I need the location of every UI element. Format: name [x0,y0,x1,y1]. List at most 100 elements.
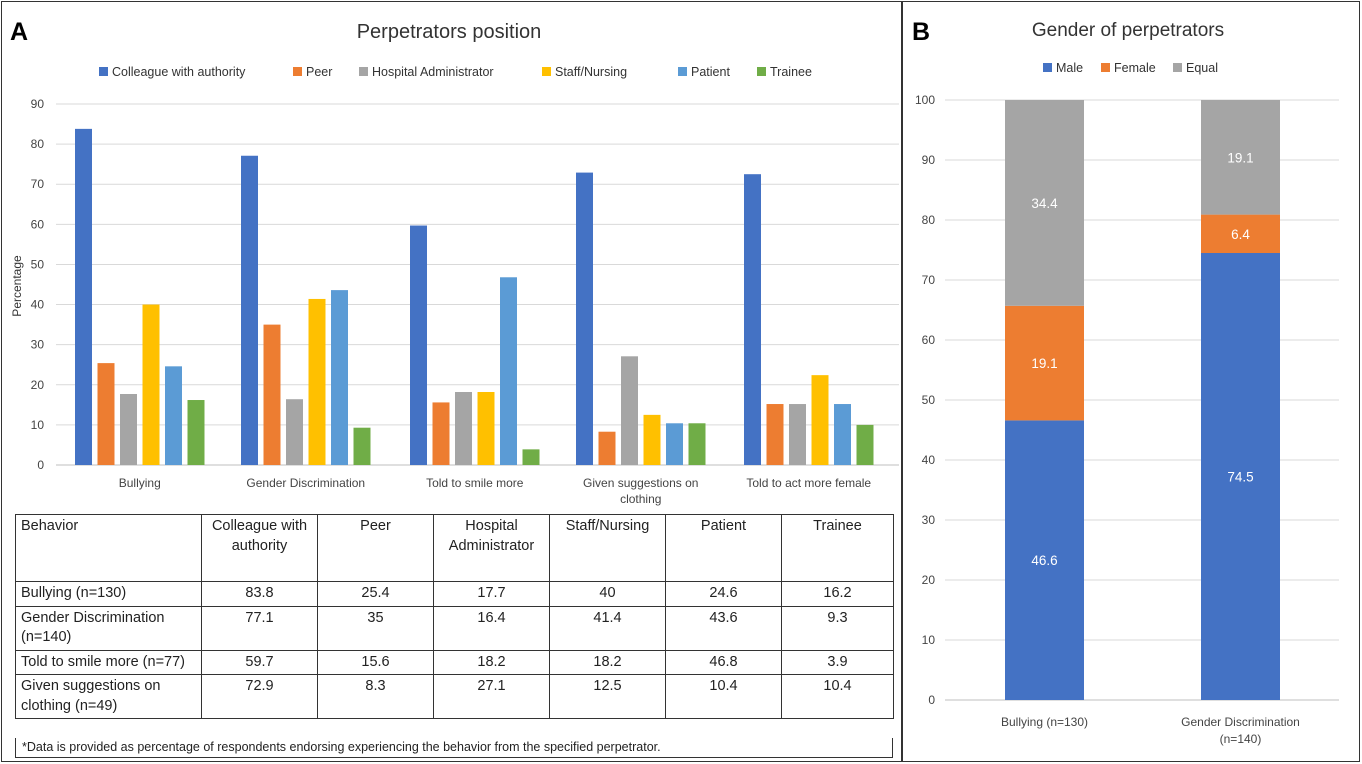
legend-label-peer: Peer [306,65,332,79]
header-hospital-admin: Hospital Administrator [433,514,550,582]
legend-swatch-trainee [757,67,766,76]
table-row: Given suggestions on clothing (n=49) 72.… [15,674,894,719]
y-tick-label: 90 [922,153,936,167]
y-tick-label: 70 [31,177,45,191]
table-row: Bullying (n=130) 83.8 25.4 17.7 40 24.6 … [15,581,894,607]
data-label: 46.6 [1031,553,1057,568]
panel-a-letter: A [10,18,29,46]
y-tick-label: 70 [922,273,936,287]
y-tick-label: 0 [928,693,935,707]
bar-given-suggestions-on-clothing-staff-nursing [643,414,661,465]
table-cell: 10.4 [665,674,782,719]
y-tick-label: 40 [922,453,936,467]
row-label: Given suggestions on clothing (n=49) [15,674,202,719]
table-cell: 10.4 [781,674,894,719]
legend-swatch-equal [1173,63,1182,72]
table-cell: 3.9 [781,649,894,675]
legend-swatch-colleague-with-authority [99,67,108,76]
bar-given-suggestions-on-clothing-peer [598,431,616,465]
table-cell: 46.8 [665,649,782,675]
bar-given-suggestions-on-clothing-colleague-with-authority [576,172,593,465]
y-tick-label: 10 [922,633,936,647]
header-staff-nursing: Staff/Nursing [549,514,666,582]
y-tick-label: 20 [922,573,936,587]
table-cell: 43.6 [665,605,782,651]
data-label: 19.1 [1031,356,1057,371]
y-tick-label: 60 [922,333,936,347]
bar-chart-perpetrators-position: Perpetrators position Colleague with aut… [10,21,899,506]
table-cell: 16.4 [433,605,550,651]
panel-b [902,1,1360,762]
x-tick-label: Gender Discrimination (n=140) [1181,715,1300,746]
table-cell: 8.3 [317,674,434,719]
y-tick-label: 20 [31,378,45,392]
header-colleague: Colleague with authority [201,514,318,582]
bar-gender-discrimination-peer [263,324,281,465]
y-tick-label: 30 [31,338,45,352]
chart-title: Perpetrators position [357,21,542,43]
table-cell: 83.8 [201,581,318,607]
bar-told-to-smile-more-peer [432,402,450,465]
legend: Male Female Equal [1043,61,1218,75]
bars [75,128,874,465]
bar-segment-bullying-n-130-male [1005,420,1084,700]
bar-segment-gender-discrimination-n-140-male [1201,253,1280,700]
table-header-row: Behavior Colleague with authority Peer H… [15,514,894,582]
panel-a [1,1,902,762]
data-label: 74.5 [1227,470,1253,485]
x-tick-label: Gender Discrimination [246,476,365,490]
y-tick-label: 80 [31,137,45,151]
legend-label-trainee: Trainee [770,65,812,79]
x-tick-label: Bullying (n=130) [1001,715,1088,729]
table-cell: 16.2 [781,581,894,607]
x-tick-label: Bullying [119,476,161,490]
table-cell: 27.1 [433,674,550,719]
table-cell: 41.4 [549,605,666,651]
bar-bullying-hospital-administrator [120,394,137,465]
bar-given-suggestions-on-clothing-hospital-administrator [621,356,638,465]
data-table: Behavior Colleague with authority Peer H… [15,514,894,719]
row-label: Bullying (n=130) [15,581,202,607]
panel-b-letter: B [912,18,931,46]
bar-told-to-smile-more-patient [500,277,517,465]
row-label: Told to smile more (n=77) [15,649,202,675]
legend-swatch-staff-nursing [542,67,551,76]
x-tick-label: Told to act more female [746,476,871,490]
y-axis-label: Percentage [10,255,24,317]
y-tick-label: 0 [37,458,44,472]
legend-label-male: Male [1056,61,1083,75]
bar-bullying-trainee [187,400,205,465]
bars: 46.6 19.1 34.4 74.5 6.4 19.1 [1005,100,1280,700]
legend: Colleague with authority Peer Hospital Adm… [99,65,812,79]
bar-told-to-act-more-female-staff-nursing [811,375,829,465]
header-peer: Peer [317,514,434,582]
data-label: 19.1 [1227,150,1253,165]
bar-gender-discrimination-patient [331,290,348,465]
legend-label-patient: Patient [691,65,730,79]
bar-told-to-act-more-female-peer [766,404,784,465]
legend-swatch-female [1101,63,1110,72]
legend-swatch-male [1043,63,1052,72]
table-cell: 77.1 [201,605,318,651]
bar-told-to-smile-more-staff-nursing [477,391,495,465]
y-tick-label: 100 [915,93,935,107]
x-axis-labels: Bullying (n=130) Gender Discrimination (n=… [1001,715,1300,746]
y-tick-label: 10 [31,418,45,432]
legend-swatch-patient [678,67,687,76]
legend-label-female: Female [1114,61,1156,75]
bar-told-to-smile-more-colleague-with-authority [410,225,427,465]
table-cell: 12.5 [549,674,666,719]
table-cell: 25.4 [317,581,434,607]
table-cell: 40 [549,581,666,607]
data-label: 6.4 [1231,227,1250,242]
header-behavior: Behavior [15,514,202,582]
table-cell: 15.6 [317,649,434,675]
x-tick-label: Given suggestions on clothing [583,476,698,506]
table-cell: 24.6 [665,581,782,607]
y-tick-label: 30 [922,513,936,527]
bar-gender-discrimination-staff-nursing [308,298,326,465]
bar-segment-bullying-n-130-equal [1005,100,1084,306]
bar-segment-gender-discrimination-n-140-equal [1201,100,1280,215]
table-row: Gender Discrimination (n=140) 77.1 35 16… [15,605,894,651]
bar-segment-gender-discrimination-n-140-female [1201,214,1280,253]
